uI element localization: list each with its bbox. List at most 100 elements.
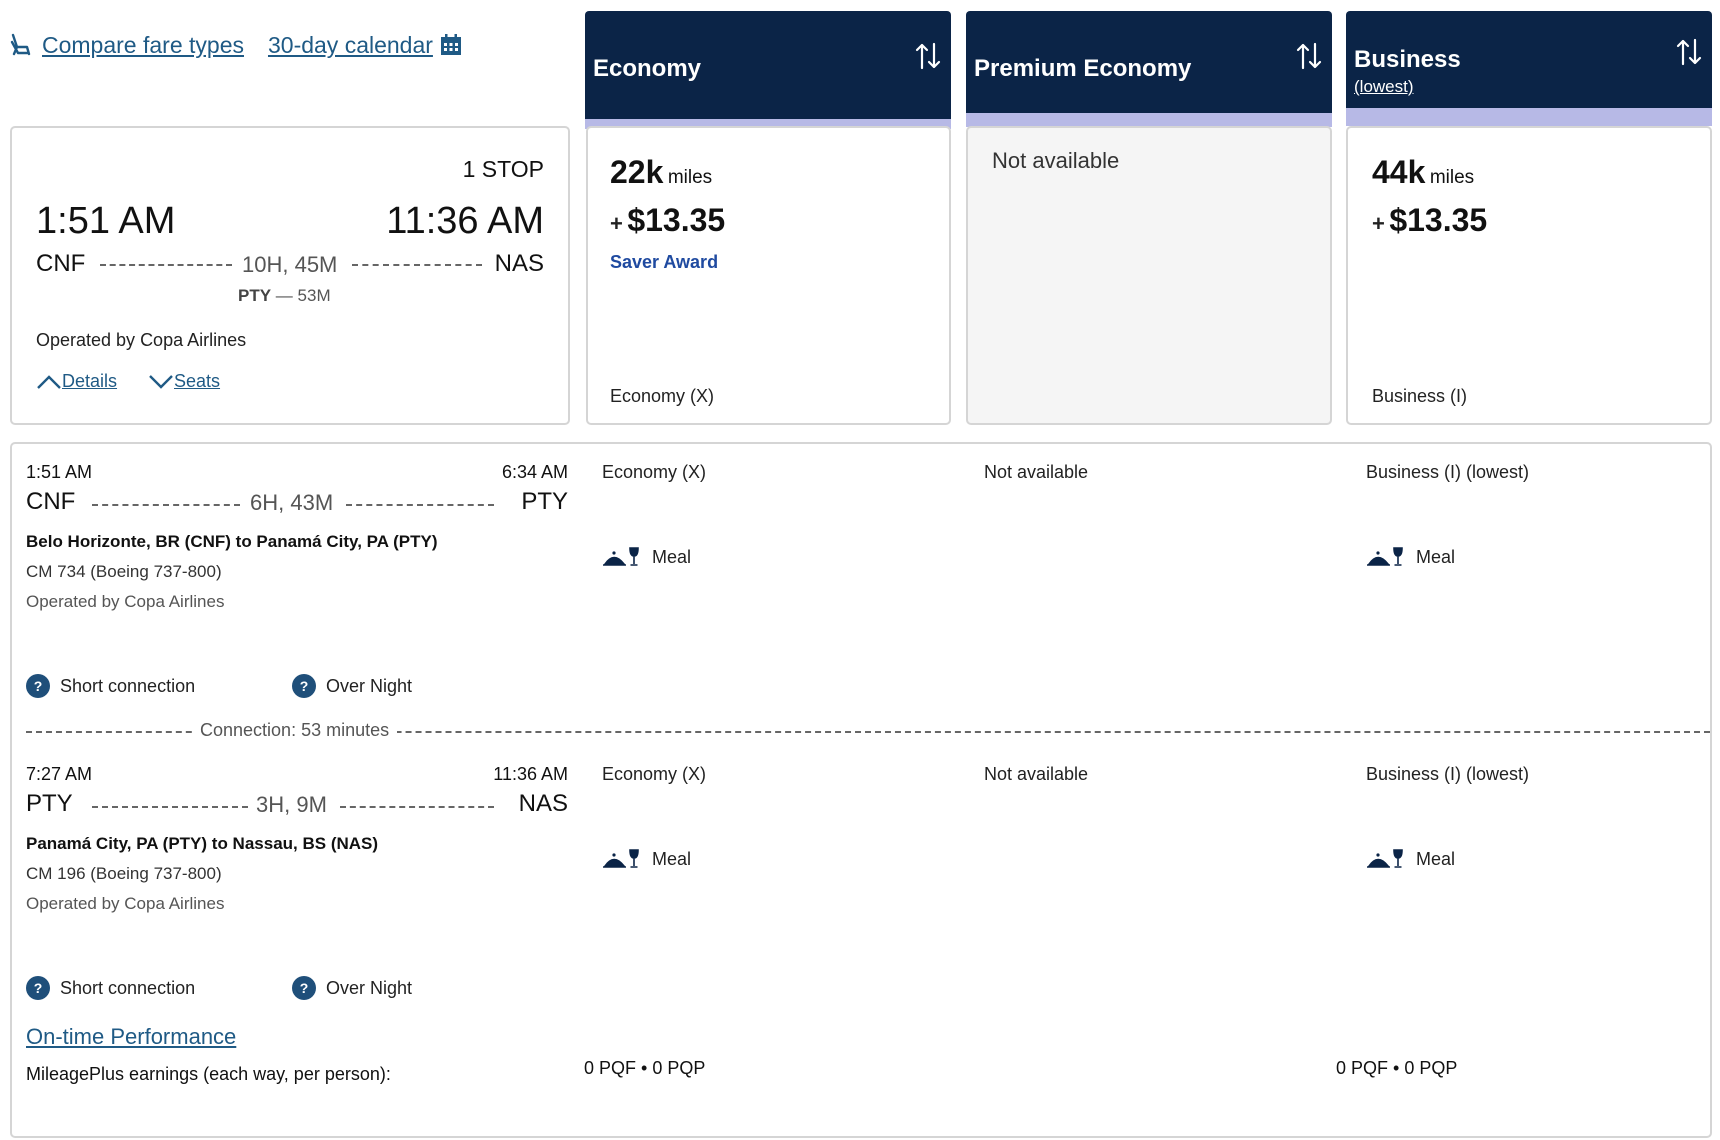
segment-destination: PTY bbox=[521, 488, 568, 515]
seats-link[interactable]: Seats bbox=[174, 371, 221, 391]
segment-business-meal: Meal bbox=[1366, 546, 1455, 568]
column-name: Business bbox=[1354, 46, 1461, 73]
seat-icon bbox=[8, 32, 34, 58]
overnight-badge[interactable]: ? Over Night bbox=[292, 674, 412, 698]
meal-icon bbox=[1366, 546, 1404, 568]
segment-business-meal: Meal bbox=[1366, 848, 1455, 870]
column-accent-premium-economy bbox=[966, 113, 1332, 127]
column-header-premium-economy[interactable]: Premium Economy bbox=[966, 11, 1332, 119]
sort-arrows-icon[interactable] bbox=[1296, 41, 1322, 76]
badge-label: Short connection bbox=[60, 675, 196, 696]
column-header-business[interactable]: Business (lowest) bbox=[1346, 11, 1712, 109]
column-header-economy[interactable]: Economy bbox=[585, 11, 951, 119]
miles-word: miles bbox=[667, 167, 713, 188]
earnings-label: MileagePlus earnings (each way, per pers… bbox=[26, 1064, 391, 1084]
chevron-down-icon[interactable] bbox=[148, 373, 174, 391]
segment-duration: 6H, 43M bbox=[250, 490, 334, 515]
not-available-label: Not available bbox=[992, 148, 1120, 173]
pqp-value: 0 PQP bbox=[652, 1058, 706, 1078]
meal-icon bbox=[602, 848, 640, 870]
question-icon[interactable]: ? bbox=[292, 976, 316, 1000]
segment-economy-meal: Meal bbox=[602, 848, 691, 870]
pqp-value: 0 PQP bbox=[1404, 1058, 1458, 1078]
meal-label: Meal bbox=[652, 848, 692, 869]
seats-toggle[interactable]: Seats bbox=[148, 371, 220, 392]
connection-divider bbox=[26, 731, 1710, 733]
layover-code: PTY bbox=[238, 286, 272, 305]
column-sub[interactable]: (lowest) bbox=[1354, 77, 1414, 96]
sort-arrows-icon[interactable] bbox=[915, 41, 941, 76]
segment-depart-time: 7:27 AM bbox=[26, 764, 93, 784]
miles-amount: 44k miles bbox=[1372, 154, 1474, 191]
price-value: $13.35 bbox=[627, 202, 726, 238]
arrive-time: 11:36 AM bbox=[386, 200, 544, 242]
column-accent-business bbox=[1346, 108, 1712, 126]
question-icon[interactable]: ? bbox=[26, 674, 50, 698]
meal-label: Meal bbox=[1416, 546, 1456, 567]
segment-premium-status: Not available bbox=[984, 462, 1089, 482]
fare-card-premium-economy: Not available bbox=[966, 126, 1332, 425]
badge-label: Over Night bbox=[326, 977, 413, 998]
segment-premium-status: Not available bbox=[984, 764, 1089, 784]
dot-separator: • bbox=[1393, 1058, 1400, 1078]
price-value: $13.35 bbox=[1389, 202, 1488, 238]
flight-summary-card[interactable]: 1 STOP 1:51 AM 11:36 AM CNF 10H, 45M NAS… bbox=[10, 126, 570, 425]
chevron-up-icon[interactable] bbox=[36, 373, 62, 391]
origin-code: CNF bbox=[36, 250, 86, 277]
segment-route: Belo Horizonte, BR (CNF) to Panamá City,… bbox=[26, 532, 438, 551]
fare-price: + $13.35 bbox=[610, 202, 725, 239]
connection-label: Connection: 53 minutes bbox=[192, 720, 398, 741]
miles-value: 22k bbox=[610, 154, 664, 190]
details-toggle[interactable]: Details bbox=[36, 371, 117, 392]
segment-origin: PTY bbox=[26, 790, 73, 817]
business-earnings: 0 PQF • 0 PQP bbox=[1336, 1058, 1457, 1079]
stops-label: 1 STOP bbox=[462, 156, 544, 182]
meal-icon bbox=[602, 546, 640, 568]
meal-label: Meal bbox=[1416, 848, 1456, 869]
calendar-link[interactable]: 30-day calendar bbox=[267, 31, 433, 58]
fare-card-economy[interactable]: 22k miles + $13.35 Saver Award Economy (… bbox=[586, 126, 951, 425]
compare-fare-types-link[interactable]: Compare fare types bbox=[42, 31, 244, 58]
short-connection-badge[interactable]: ? Short connection bbox=[26, 674, 195, 698]
top-links: Compare fare types 30-day calendar bbox=[8, 30, 463, 60]
layover-time: 53M bbox=[297, 286, 331, 305]
segment-economy-meal: Meal bbox=[602, 546, 691, 568]
details-link[interactable]: Details bbox=[62, 371, 118, 391]
segment-flight: CM 196 (Boeing 737-800) bbox=[26, 864, 222, 883]
column-name: Economy bbox=[593, 55, 702, 82]
segment-business-class: Business (I) (lowest) bbox=[1366, 764, 1530, 784]
calendar-icon[interactable] bbox=[439, 33, 463, 57]
miles-value: 44k bbox=[1372, 154, 1426, 190]
segment-arrive-time: 11:36 AM bbox=[493, 764, 568, 784]
sort-arrows-icon[interactable] bbox=[1676, 37, 1702, 72]
fare-price: + $13.35 bbox=[1372, 202, 1487, 239]
layover-info: PTY — 53M bbox=[238, 286, 331, 306]
segment-economy-class: Economy (X) bbox=[602, 764, 707, 784]
destination-code: NAS bbox=[494, 250, 544, 277]
short-connection-badge[interactable]: ? Short connection bbox=[26, 976, 195, 1000]
segment-line bbox=[340, 806, 494, 808]
segment-operated: Operated by Copa Airlines bbox=[26, 592, 225, 611]
segment-duration: 3H, 9M bbox=[256, 792, 327, 817]
pqf-value: 0 PQF bbox=[1336, 1058, 1389, 1078]
fare-card-business[interactable]: 44k miles + $13.35 Business (I) bbox=[1346, 126, 1712, 425]
pqf-value: 0 PQF bbox=[584, 1058, 637, 1078]
segment-line bbox=[92, 504, 240, 506]
overnight-badge[interactable]: ? Over Night bbox=[292, 976, 412, 1000]
operated-by: Operated by Copa Airlines bbox=[36, 330, 247, 350]
route-line bbox=[352, 264, 482, 266]
column-name: Premium Economy bbox=[974, 55, 1192, 82]
question-icon[interactable]: ? bbox=[292, 674, 316, 698]
plus-sign: + bbox=[1372, 211, 1385, 236]
plus-sign: + bbox=[610, 211, 623, 236]
flight-details-panel: 1:51 AM 6:34 AM CNF 6H, 43M PTY Belo Hor… bbox=[10, 442, 1712, 1138]
total-duration: 10H, 45M bbox=[242, 252, 338, 277]
meal-label: Meal bbox=[652, 546, 692, 567]
segment-origin: CNF bbox=[26, 488, 76, 515]
question-icon[interactable]: ? bbox=[26, 976, 50, 1000]
segment-line bbox=[346, 504, 494, 506]
segment-line bbox=[92, 806, 248, 808]
saver-award-label: Saver Award bbox=[610, 252, 719, 272]
on-time-performance-link[interactable]: On-time Performance bbox=[26, 1024, 237, 1049]
fare-class: Economy (X) bbox=[610, 386, 715, 406]
